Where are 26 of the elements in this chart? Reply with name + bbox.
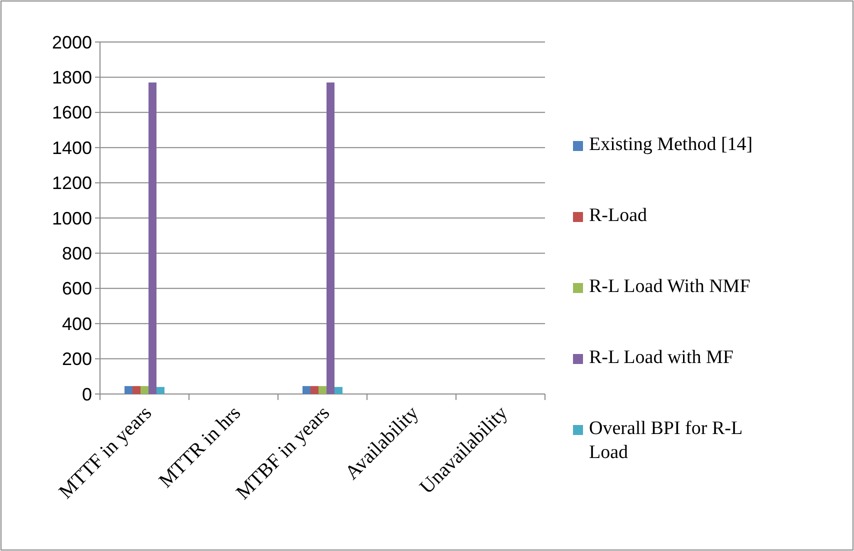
y-tick-label: 1600 (52, 102, 92, 123)
bar (334, 386, 342, 394)
legend-label: Existing Method [14] (589, 134, 753, 155)
bar (140, 386, 148, 394)
y-tick-label: 400 (62, 314, 92, 334)
legend-label: Overall BPI for R-L Load (589, 418, 743, 463)
y-tick-label: 200 (62, 349, 92, 370)
y-tick-label: 1800 (52, 68, 92, 88)
y-tick-label: 2000 (52, 32, 92, 52)
bar (302, 386, 310, 394)
legend-label: R-L Load With NMF (589, 276, 750, 297)
bar (310, 386, 318, 394)
legend-label: R-L Load with MF (589, 347, 734, 368)
bar (124, 386, 132, 394)
legend-label: R-Load (589, 205, 648, 226)
y-tick-label: 1400 (52, 138, 92, 158)
y-tick-label: 0 (82, 384, 92, 404)
y-tick-label: 1200 (52, 173, 92, 194)
bar (326, 82, 334, 394)
bar (156, 386, 164, 394)
bar (148, 82, 156, 394)
bar (318, 386, 326, 394)
y-tick-label: 1000 (52, 208, 92, 228)
y-tick-label: 800 (62, 244, 92, 264)
bar (132, 386, 140, 394)
y-tick-label: 600 (62, 278, 92, 299)
